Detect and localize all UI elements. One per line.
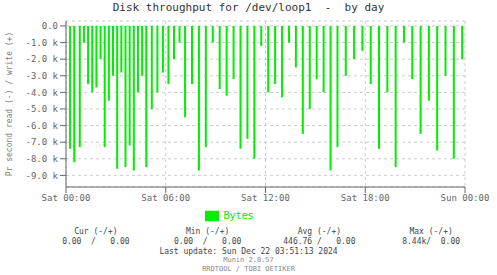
html-text:Bytes: Bytes xyxy=(223,210,254,221)
svg-text:Sat 06:00: Sat 06:00 xyxy=(141,193,190,203)
svg-text:-7.0 k: -7.0 k xyxy=(25,137,58,147)
svg-text:Sun 00:00: Sun 00:00 xyxy=(441,193,489,203)
svg-text:-6.0 k: -6.0 k xyxy=(25,121,58,131)
svg-text:Pr second read (-) / write (+): Pr second read (-) / write (+) xyxy=(8,32,14,177)
html-text:Munin 2.0.57: Munin 2.0.57 xyxy=(223,256,274,264)
html-text:8.44k/ 0.00: 8.44k/ 0.00 xyxy=(402,237,460,246)
html-text:446.76 / 0.00: 446.76 / 0.00 xyxy=(283,237,356,246)
svg-text:-4.0 k: -4.0 k xyxy=(25,88,58,98)
html-text:Avg (-/+): Avg (-/+) xyxy=(297,227,341,236)
html-text:Last update: Sun Dec 22 03:51:: Last update: Sun Dec 22 03:51:13 2024 xyxy=(159,247,338,256)
html-text:Min (-/+): Min (-/+) xyxy=(185,227,230,236)
html-text:Disk throughput for /dev/loop1: Disk throughput for /dev/loop1 - by day xyxy=(112,1,385,14)
svg-text:Sat 00:00: Sat 00:00 xyxy=(42,193,91,203)
html-text:0.00 / 0.00: 0.00 / 0.00 xyxy=(62,237,130,246)
svg-text:-1.0 k: -1.0 k xyxy=(25,38,58,48)
html-text:Max (-/+): Max (-/+) xyxy=(409,227,453,236)
html-text:0.00 / 0.00: 0.00 / 0.00 xyxy=(173,237,242,246)
html-text:Cur (-/+): Cur (-/+) xyxy=(74,227,118,236)
svg-text:-5.0 k: -5.0 k xyxy=(25,104,58,114)
svg-text:-8.0 k: -8.0 k xyxy=(25,154,58,164)
svg-text:-3.0 k: -3.0 k xyxy=(25,71,58,81)
svg-text:-9.0 k: -9.0 k xyxy=(25,171,58,181)
svg-text:Sat 18:00: Sat 18:00 xyxy=(341,193,390,203)
html-text:RRDTOOL / TOBI OETIKER: RRDTOOL / TOBI OETIKER xyxy=(202,265,295,273)
svg-text:0.0: 0.0 xyxy=(42,21,58,31)
svg-text:Sat 12:00: Sat 12:00 xyxy=(241,193,290,203)
svg-text:-2.0 k: -2.0 k xyxy=(25,54,58,64)
